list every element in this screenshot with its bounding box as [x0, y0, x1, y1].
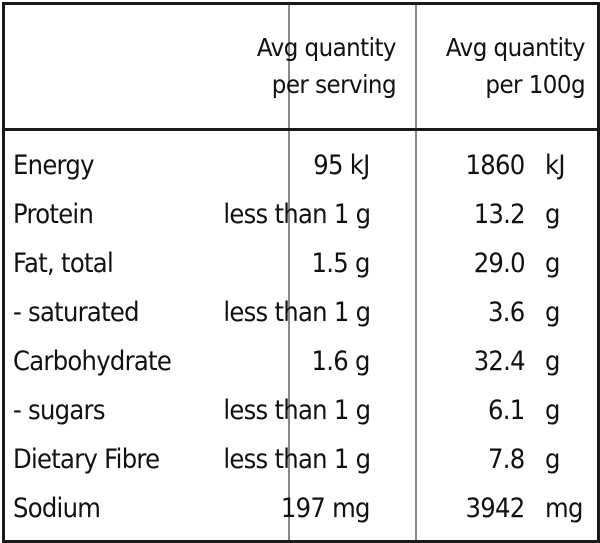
nutrient-name: - sugars — [13, 395, 105, 426]
nutrient-name: Sodium — [13, 493, 101, 524]
per-serving-value: 1.6 g — [311, 346, 371, 377]
per-serving-value: 197 mg — [281, 493, 371, 524]
nutrient-name: Fat, total — [13, 248, 114, 279]
nutrient-name: Energy — [13, 150, 94, 181]
table-row: Carbohydrate 1.6 g 32.4 g — [5, 337, 597, 386]
nutrient-rows: Energy 95 kJ 1860 kJ Protein less than 1… — [5, 141, 597, 533]
column-divider-serving — [288, 5, 290, 540]
per-100g-unit: g — [545, 444, 560, 475]
header-per-serving-line2: per serving — [271, 70, 397, 99]
per-100g-unit: g — [545, 346, 560, 377]
per-serving-value: 95 kJ — [313, 150, 371, 181]
per-100g-unit: g — [545, 248, 560, 279]
per-serving-value: less than 1 g — [223, 199, 371, 230]
per-100g-value: 3.6 — [488, 297, 526, 328]
table-row: - saturated less than 1 g 3.6 g — [5, 288, 597, 337]
nutrient-name: Dietary Fibre — [13, 444, 160, 475]
per-serving-value: less than 1 g — [223, 444, 371, 475]
per-serving-value: less than 1 g — [223, 395, 371, 426]
nutrient-name: Protein — [13, 199, 94, 230]
header-per-serving-line1: Avg quantity — [256, 33, 397, 62]
table-row: Fat, total 1.5 g 29.0 g — [5, 239, 597, 288]
per-100g-unit: mg — [545, 493, 583, 524]
per-100g-unit: g — [545, 395, 560, 426]
per-100g-value: 32.4 — [473, 346, 526, 377]
header-per-100g-line2: per 100g — [485, 70, 585, 99]
per-100g-value: 7.8 — [488, 444, 526, 475]
per-100g-unit: kJ — [545, 150, 566, 181]
per-100g-unit: g — [545, 199, 560, 230]
per-100g-value: 13.2 — [473, 199, 526, 230]
header-per-serving: Avg quantity per serving — [230, 29, 397, 103]
table-row: Protein less than 1 g 13.2 g — [5, 190, 597, 239]
column-divider-100g — [415, 5, 417, 540]
table-row: Dietary Fibre less than 1 g 7.8 g — [5, 435, 597, 484]
header-per-100g: Avg quantity per 100g — [419, 29, 586, 103]
nutrient-name: - saturated — [13, 297, 140, 328]
table-row: Energy 95 kJ 1860 kJ — [5, 141, 597, 190]
per-100g-value: 29.0 — [473, 248, 526, 279]
table-row: Sodium 197 mg 3942 mg — [5, 484, 597, 533]
per-100g-value: 3942 — [466, 493, 526, 524]
header-divider — [5, 128, 597, 131]
nutrient-name: Carbohydrate — [13, 346, 172, 377]
table-row: - sugars less than 1 g 6.1 g — [5, 386, 597, 435]
header-per-100g-line1: Avg quantity — [445, 33, 586, 62]
per-serving-value: less than 1 g — [223, 297, 371, 328]
per-100g-unit: g — [545, 297, 560, 328]
per-100g-value: 6.1 — [488, 395, 526, 426]
per-100g-value: 1860 — [466, 150, 526, 181]
per-serving-value: 1.5 g — [311, 248, 371, 279]
